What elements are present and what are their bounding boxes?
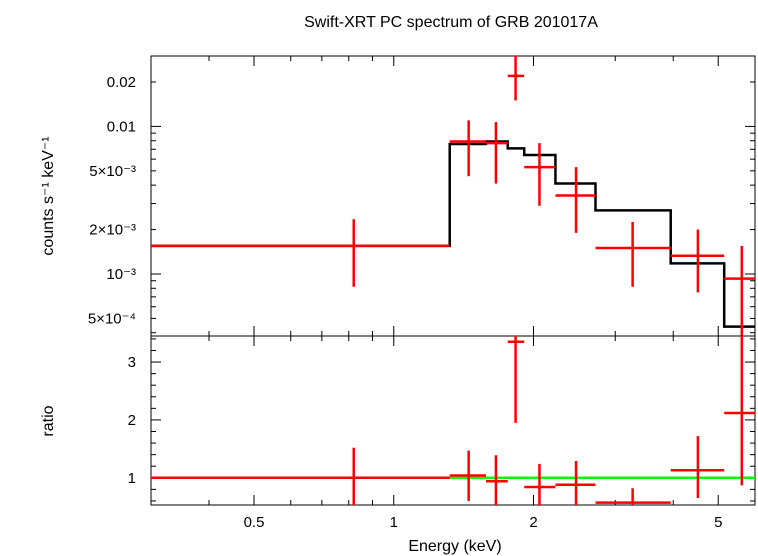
ratio-point <box>449 450 486 501</box>
x-tick-label: 5 <box>714 514 722 531</box>
ratio-point <box>507 336 525 423</box>
data-point <box>151 219 450 287</box>
ratio-point <box>724 336 755 486</box>
ratio-y-tick-label: 1 <box>128 470 136 487</box>
spectrum-frame <box>150 55 756 337</box>
chart-title: Swift-XRT PC spectrum of GRB 201017A <box>304 14 598 31</box>
spectrum-panel: 0.02 0.01 5×10⁻³ 2×10⁻³ 10⁻³ 5×10⁻⁴ <box>88 55 756 337</box>
bottom-y-axis-label: ratio <box>40 405 57 436</box>
x-tick-label: 0.5 <box>244 514 265 531</box>
ratio-point <box>524 463 556 505</box>
ratio-point <box>485 455 508 505</box>
x-tick-label: 2 <box>529 514 537 531</box>
spectrum-y-tick-label: 5×10⁻³ <box>89 163 136 180</box>
x-tick-label: 1 <box>390 514 398 531</box>
spectrum-y-tick-label: 0.02 <box>107 74 136 91</box>
spectrum-y-tick-label: 5×10⁻⁴ <box>88 310 136 327</box>
ratio-point <box>595 488 671 505</box>
spectrum-y-tick-label: 10⁻³ <box>106 266 136 283</box>
ratio-panel: 0.5 1 2 5 1 2 3 <box>128 335 756 531</box>
data-point <box>724 245 755 336</box>
ratio-y-tick-label: 2 <box>128 412 136 429</box>
data-point <box>595 222 671 287</box>
data-point <box>485 122 508 184</box>
ratio-y-tick-label: 3 <box>128 354 136 371</box>
x-axis-label: Energy (keV) <box>408 538 501 555</box>
model-step-line <box>151 140 755 328</box>
data-point <box>555 167 596 233</box>
spectrum-y-tick-label: 0.01 <box>107 118 136 135</box>
data-point <box>449 120 486 177</box>
ratio-point <box>151 447 450 505</box>
ratio-point <box>555 461 596 505</box>
data-point <box>524 143 556 206</box>
data-point <box>507 56 525 101</box>
ratio-frame <box>150 335 756 506</box>
data-point <box>670 229 725 293</box>
top-y-axis-label: counts s⁻¹ keV⁻¹ <box>40 136 57 255</box>
spectrum-y-tick-label: 2×10⁻³ <box>89 222 136 239</box>
ratio-point <box>670 436 725 499</box>
